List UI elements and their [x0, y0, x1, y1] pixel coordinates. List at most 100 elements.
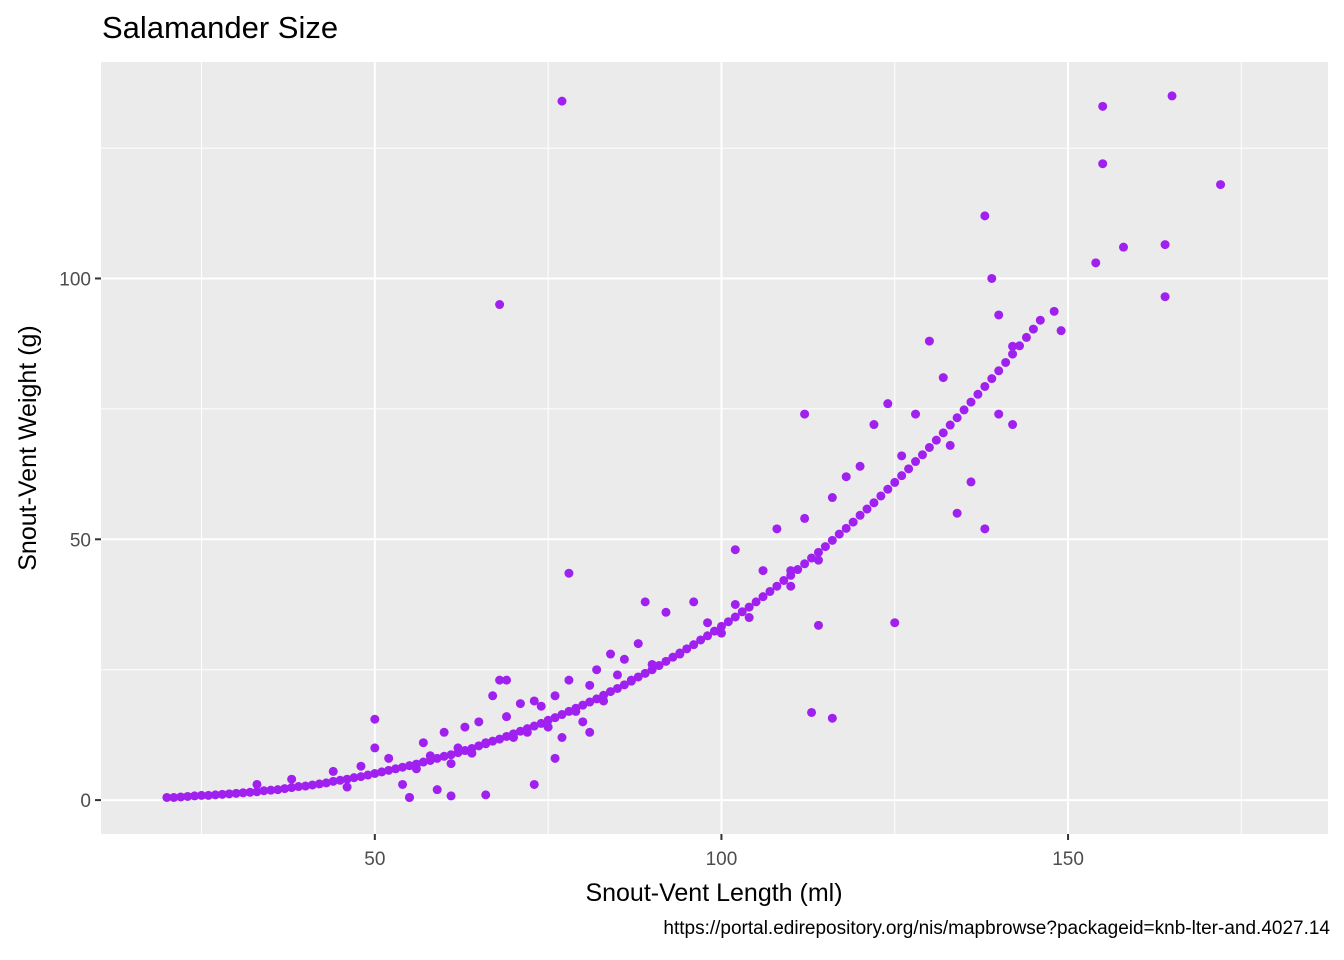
data-point: [474, 717, 484, 727]
data-point: [654, 661, 664, 671]
data-point: [252, 787, 262, 797]
data-point: [807, 707, 817, 717]
data-point: [502, 712, 512, 722]
data-point: [571, 706, 581, 716]
data-point: [502, 731, 512, 741]
data-point: [162, 792, 172, 802]
data-point: [460, 722, 470, 732]
data-point: [314, 779, 324, 789]
data-point: [550, 713, 560, 723]
data-point: [370, 714, 380, 724]
data-point: [786, 566, 796, 576]
data-point: [356, 772, 366, 782]
data-point: [446, 750, 456, 760]
data-point: [522, 727, 532, 737]
data-point: [474, 741, 484, 751]
data-point: [592, 665, 602, 675]
data-point: [883, 484, 893, 494]
data-point: [793, 565, 803, 575]
y-tick-label: 0: [80, 791, 91, 812]
data-point: [612, 683, 622, 693]
data-point: [980, 381, 990, 391]
data-point: [349, 773, 359, 783]
data-point: [169, 792, 179, 802]
data-point: [398, 779, 408, 789]
data-point: [911, 457, 921, 467]
data-point: [543, 722, 553, 732]
data-point: [1028, 324, 1038, 334]
data-point: [869, 420, 879, 430]
data-point: [1008, 341, 1018, 351]
data-point: [439, 727, 449, 737]
data-point: [980, 524, 990, 534]
x-axis-label: Snout-Vent Length (ml): [585, 879, 842, 907]
x-tick-label: 100: [706, 849, 738, 870]
data-point: [1015, 341, 1025, 351]
data-point: [966, 397, 976, 407]
data-point: [418, 738, 428, 748]
data-point: [973, 389, 983, 399]
data-point: [710, 626, 719, 636]
data-point: [488, 691, 498, 701]
data-point: [703, 631, 713, 641]
y-axis-ticks: 0 50 100: [59, 269, 101, 812]
data-point: [668, 652, 678, 662]
data-point: [342, 774, 352, 784]
data-point: [515, 699, 525, 709]
data-point: [730, 545, 740, 555]
data-point: [536, 701, 546, 711]
data-point: [495, 300, 505, 310]
data-point: [640, 668, 650, 678]
y-axis-label: Snout-Vent Weight (g): [14, 325, 42, 571]
data-point: [1056, 326, 1066, 336]
data-point: [307, 780, 317, 790]
data-point: [446, 791, 456, 801]
data-point: [897, 471, 907, 481]
data-point: [536, 718, 546, 728]
data-point: [807, 553, 817, 563]
data-point: [1035, 315, 1045, 325]
data-point: [917, 450, 927, 460]
data-point: [994, 409, 1004, 419]
data-point: [432, 785, 442, 795]
data-point: [439, 751, 449, 761]
data-point: [1216, 180, 1226, 190]
data-point: [841, 472, 851, 482]
data-point: [952, 413, 962, 423]
data-point: [384, 753, 394, 763]
data-point: [848, 517, 858, 527]
data-point: [1167, 91, 1177, 101]
data-point: [176, 792, 186, 802]
data-point: [259, 786, 269, 796]
data-point: [890, 477, 900, 487]
data-point: [183, 791, 193, 801]
data-point: [564, 675, 574, 685]
data-point: [190, 791, 200, 801]
data-point: [682, 644, 692, 654]
data-point: [689, 640, 699, 650]
data-point: [876, 491, 886, 501]
data-point: [488, 736, 498, 746]
data-point: [619, 654, 629, 664]
data-point: [772, 581, 782, 591]
y-tick-label: 50: [70, 530, 91, 551]
major-gridlines: [101, 62, 1328, 834]
data-point: [557, 96, 567, 106]
data-point: [453, 743, 463, 753]
data-point: [599, 696, 609, 706]
data-point: [987, 374, 997, 384]
data-point: [945, 440, 955, 450]
data-point: [197, 790, 207, 800]
data-point: [883, 399, 893, 409]
data-point: [633, 672, 643, 682]
data-point: [800, 559, 810, 569]
x-tick-label: 50: [364, 849, 385, 870]
data-point: [606, 649, 616, 659]
data-point: [557, 710, 567, 720]
data-point: [945, 420, 955, 430]
data-point: [959, 405, 969, 415]
data-point: [1091, 258, 1101, 268]
data-point: [529, 696, 539, 706]
data-point: [266, 785, 276, 795]
data-points: [162, 91, 1226, 802]
